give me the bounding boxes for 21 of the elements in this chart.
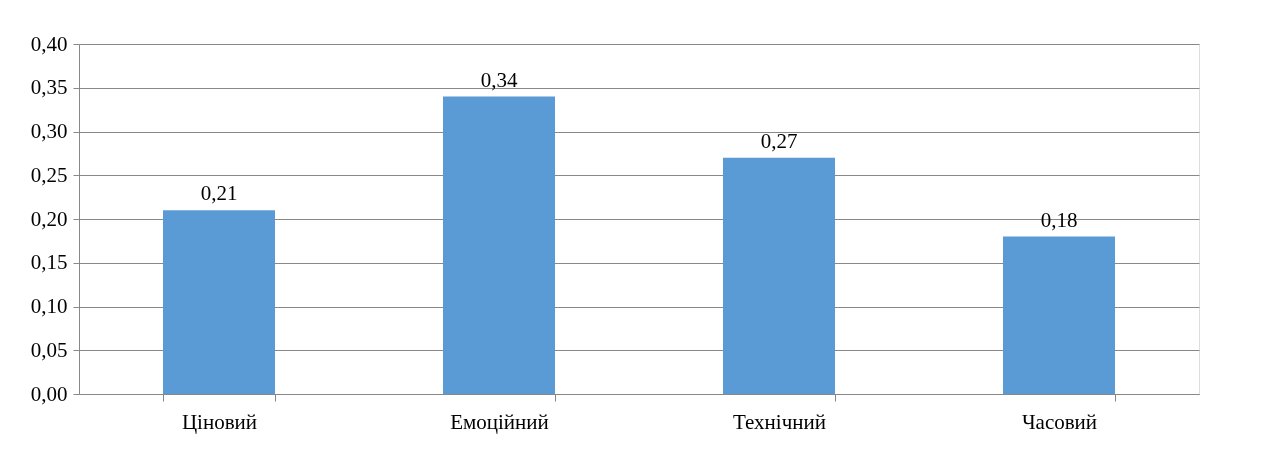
y-tick-label: 0,05: [30, 337, 68, 362]
y-tick-label: 0,35: [30, 75, 68, 100]
bar: [723, 157, 835, 394]
bar: [1003, 236, 1115, 394]
x-tick-label: Ціновий: [181, 409, 258, 434]
y-tick-label: 0,15: [30, 250, 68, 275]
x-tick-label: Емоційний: [450, 409, 549, 434]
y-tick-label: 0,30: [30, 119, 68, 143]
y-tick-label: 0,10: [30, 294, 68, 318]
y-tick-label: 0,20: [30, 206, 68, 231]
y-tick-label: 0,00: [30, 381, 68, 406]
bar: [163, 210, 275, 394]
data-label: 0,18: [1040, 207, 1078, 232]
x-tick-label: Часовий: [1021, 409, 1098, 434]
y-tick-label: 0,40: [30, 31, 68, 56]
data-label: 0,34: [480, 67, 518, 92]
bar: [443, 96, 555, 394]
data-label: 0,27: [760, 128, 798, 153]
data-label: 0,21: [200, 181, 238, 206]
x-tick-label: Технічний: [733, 409, 826, 434]
y-tick-label: 0,25: [30, 162, 68, 187]
